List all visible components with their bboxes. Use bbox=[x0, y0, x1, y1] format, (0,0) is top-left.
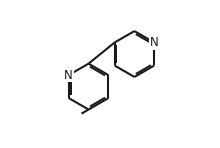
Text: N: N bbox=[150, 36, 159, 49]
Text: N: N bbox=[64, 69, 73, 82]
